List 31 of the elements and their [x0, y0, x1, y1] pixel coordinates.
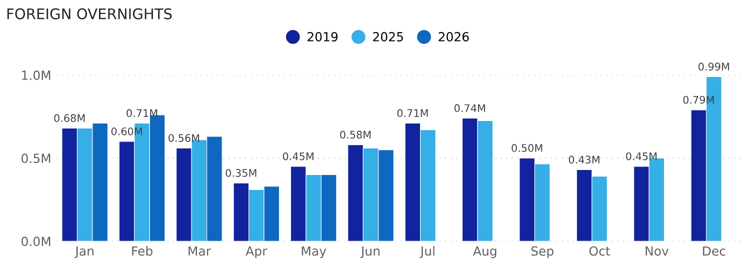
data-label: 0.68M: [54, 114, 85, 122]
data-label: 0.45M: [282, 152, 314, 160]
data-label: 0.71M: [397, 109, 428, 118]
x-tick-label: Oct: [589, 246, 610, 256]
x-tick-label: Aug: [473, 246, 496, 258]
x-tick-label: May: [302, 246, 326, 258]
data-label: 0.50M: [512, 144, 542, 152]
data-label: 0.99M: [698, 62, 729, 71]
chart-title: FOREIGN OVERNIGHTS: [7, 8, 172, 20]
x-tick-label: Jan: [74, 246, 94, 258]
x-tick-label: Jul: [420, 246, 434, 258]
data-label: 0.35M: [226, 168, 256, 177]
x-tick-label: Sep: [531, 246, 554, 258]
data-label: 0.71M: [126, 109, 158, 118]
x-tick-label: Apr: [246, 246, 268, 258]
x-tick-label: Mar: [188, 246, 212, 256]
x-tick-label: Feb: [132, 246, 152, 256]
legend-label: 2019: [308, 32, 338, 42]
legend-label: 2026: [438, 32, 469, 42]
legend-label: 2025: [373, 32, 403, 42]
data-label: 0.43M: [568, 156, 600, 164]
data-label: 0.45M: [626, 152, 657, 160]
y-tick-label: 1.0M: [22, 70, 50, 80]
y-tick-label: 0.0M: [22, 236, 50, 246]
data-label: 0.58M: [340, 130, 371, 139]
x-tick-label: Jun: [360, 246, 380, 258]
data-label: 0.56M: [168, 134, 200, 142]
x-tick-label: Dec: [703, 246, 726, 256]
x-tick-label: Nov: [646, 246, 669, 256]
y-tick-label: 0.5M: [22, 154, 50, 164]
data-label: 0.74M: [454, 104, 485, 112]
